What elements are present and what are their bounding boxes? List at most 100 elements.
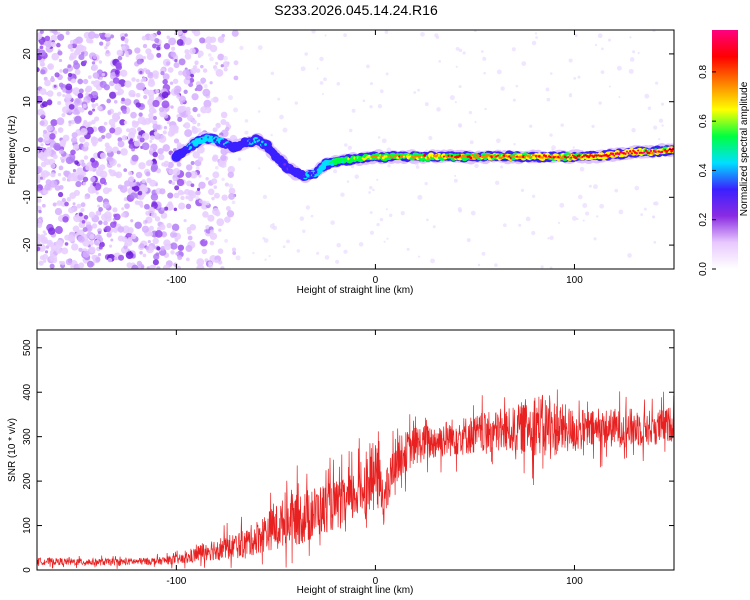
noise-blob: [614, 188, 619, 193]
noise-blob: [198, 52, 204, 57]
ridge-blob: [318, 168, 321, 172]
noise-blob: [124, 180, 131, 187]
noise-blob: [81, 162, 86, 167]
noise-blob: [137, 190, 143, 196]
noise-blob: [148, 247, 153, 251]
noise-blob: [70, 149, 76, 156]
noise-blob: [131, 154, 139, 162]
noise-blob: [198, 181, 206, 189]
noise-blob: [37, 108, 45, 116]
ridge-blob: [549, 155, 552, 159]
noise-blob: [195, 195, 200, 200]
noise-blob: [124, 242, 129, 247]
noise-blob: [177, 244, 185, 251]
noise-blob: [38, 49, 46, 57]
noise-blob: [379, 89, 384, 94]
noise-blob: [324, 34, 327, 37]
ridge-blob: [567, 156, 570, 158]
noise-blob: [42, 259, 47, 263]
noise-blob: [585, 211, 590, 216]
noise-blob: [124, 38, 129, 43]
noise-blob: [177, 116, 183, 122]
ridge-blob: [331, 162, 334, 165]
noise-blob: [98, 32, 103, 37]
noise-blob: [205, 200, 210, 206]
noise-blob: [62, 93, 66, 97]
noise-blob: [130, 192, 137, 199]
noise-blob: [644, 93, 650, 99]
noise-blob: [224, 182, 229, 187]
noise-blob: [80, 45, 87, 52]
noise-blob: [354, 174, 360, 179]
noise-blob: [152, 237, 159, 245]
noise-blob: [37, 95, 43, 104]
noise-blob: [376, 178, 379, 181]
noise-blob: [65, 258, 73, 266]
noise-blob: [103, 84, 110, 91]
noise-blob: [54, 72, 60, 78]
noise-blob: [57, 101, 62, 105]
noise-blob: [37, 89, 40, 95]
noise-blob: [127, 236, 133, 243]
noise-blob: [181, 108, 185, 112]
noise-blob: [185, 106, 191, 112]
noise-blob: [139, 250, 143, 255]
noise-blob: [139, 243, 145, 249]
noise-blob: [95, 211, 101, 216]
noise-blob: [417, 194, 423, 200]
noise-blob: [383, 240, 386, 243]
noise-blob: [45, 245, 50, 249]
noise-blob: [233, 60, 239, 66]
noise-blob: [627, 253, 632, 258]
noise-blob: [104, 45, 108, 50]
noise-blob: [127, 227, 134, 234]
noise-blob: [220, 111, 228, 119]
colorbar-tick-label: 0.4: [698, 163, 709, 177]
noise-blob: [107, 257, 113, 263]
noise-blob: [56, 91, 62, 97]
ridge-blob: [175, 155, 178, 159]
noise-blob: [47, 64, 52, 70]
noise-blob: [115, 62, 122, 69]
noise-blob: [124, 80, 132, 88]
snr-panel: -100 0 100 0 100 200 300 400 500 Height of strai…: [7, 329, 675, 596]
noise-blob: [50, 119, 58, 127]
noise-blob: [109, 34, 115, 39]
noise-blob: [222, 61, 230, 68]
colorbar-gradient: [712, 30, 738, 269]
noise-blob: [455, 47, 460, 51]
noise-blob: [217, 248, 224, 255]
noise-blob: [93, 116, 100, 122]
noise-blob: [141, 35, 147, 41]
noise-blob: [346, 180, 350, 183]
noise-blob: [200, 64, 204, 69]
ridge-blob: [367, 154, 371, 158]
noise-blob: [557, 221, 561, 225]
noise-blob: [199, 37, 206, 44]
noise-blob: [653, 240, 657, 244]
noise-blob: [70, 119, 75, 125]
noise-blob: [387, 164, 391, 168]
noise-blob: [39, 176, 43, 180]
noise-blob: [95, 191, 99, 195]
noise-blob: [174, 58, 178, 63]
ridge-blob: [235, 146, 239, 149]
ridge-blob: [660, 150, 664, 154]
noise-blob: [56, 117, 65, 126]
noise-blob: [74, 115, 82, 123]
noise-blob: [592, 184, 598, 190]
noise-blob: [550, 72, 553, 75]
noise-blob: [233, 75, 239, 81]
noise-blob: [172, 168, 181, 176]
noise-blob: [579, 166, 585, 172]
noise-blob: [152, 115, 158, 121]
noise-blob: [62, 216, 69, 223]
noise-blob: [162, 130, 167, 135]
noise-blob: [218, 228, 222, 232]
noise-blob: [83, 155, 89, 160]
ridge-blob: [358, 157, 361, 160]
noise-blob: [335, 259, 340, 264]
noise-blob: [466, 238, 471, 243]
noise-blob: [216, 193, 220, 196]
noise-blob: [128, 176, 135, 183]
